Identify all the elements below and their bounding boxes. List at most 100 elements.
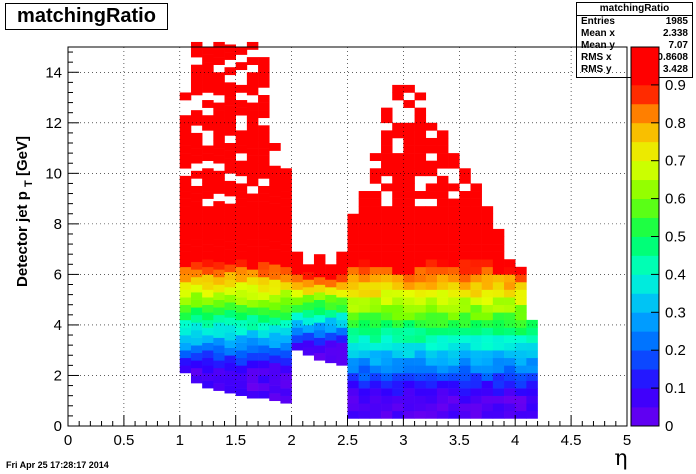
- heatmap-cell: [381, 221, 393, 230]
- heatmap-cell: [403, 228, 415, 237]
- heatmap-cell: [481, 350, 494, 359]
- heatmap-cell: [202, 304, 214, 313]
- heatmap-cell: [246, 307, 259, 316]
- heatmap-cell: [258, 201, 270, 210]
- heatmap-cell: [459, 175, 471, 184]
- heatmap-cell: [448, 236, 460, 245]
- heatmap-cell: [291, 312, 304, 321]
- heatmap-cell: [213, 72, 225, 81]
- heatmap-cell: [347, 221, 359, 230]
- heatmap-cell: [492, 274, 505, 283]
- heatmap-cell: [246, 57, 259, 65]
- stats-title: matchingRatio: [577, 3, 692, 16]
- heatmap-cell: [436, 335, 449, 343]
- heatmap-cell: [246, 79, 259, 88]
- heatmap-cell: [313, 299, 326, 308]
- heatmap-cell: [436, 297, 449, 306]
- heatmap-cell: [280, 251, 292, 260]
- heatmap-cell: [179, 228, 192, 237]
- heatmap-cell: [448, 342, 460, 351]
- stats-row-mean-x: Mean x 2.338: [577, 28, 692, 40]
- heatmap-cell: [492, 388, 505, 396]
- heatmap-cell: [302, 340, 315, 348]
- heatmap-cell: [414, 380, 427, 389]
- heatmap-cell: [481, 312, 494, 321]
- heatmap-cell: [526, 335, 538, 343]
- heatmap-cell: [425, 357, 438, 366]
- heatmap-cell: [280, 395, 292, 404]
- heatmap-cell: [235, 160, 248, 169]
- heatmap-cell: [481, 221, 494, 230]
- heatmap-cell: [369, 289, 382, 298]
- x-tick-label: 0.5: [113, 432, 134, 449]
- heatmap-cell: [246, 193, 259, 202]
- heatmap-cell: [414, 213, 427, 222]
- heatmap-cell: [347, 372, 359, 381]
- heatmap-cell: [492, 327, 505, 336]
- y-tick-label: 4: [54, 317, 62, 334]
- heatmap-cell: [291, 335, 304, 343]
- heatmap-cell: [269, 294, 281, 303]
- heatmap-cell: [526, 410, 538, 419]
- heatmap-cell: [179, 160, 192, 169]
- heatmap-cell: [258, 216, 270, 225]
- heatmap-cell: [213, 132, 225, 141]
- heatmap-cell: [302, 332, 315, 341]
- heatmap-cell: [190, 375, 203, 384]
- heatmap-cell: [190, 223, 203, 232]
- heatmap-cell: [414, 228, 427, 237]
- heatmap-cell: [414, 266, 427, 275]
- heatmap-cell: [481, 410, 494, 419]
- heatmap-cell: [392, 160, 404, 169]
- heatmap-cell: [190, 79, 203, 88]
- heatmap-cell: [179, 236, 192, 245]
- heatmap-cell: [224, 370, 236, 379]
- heatmap-cell: [470, 289, 482, 298]
- heatmap-cell: [381, 228, 393, 237]
- heatmap-cell: [436, 160, 449, 169]
- heatmap-cell: [246, 155, 259, 164]
- heatmap-cell: [291, 251, 304, 260]
- heatmap-cell: [224, 355, 236, 364]
- heatmap-cell: [224, 105, 236, 113]
- heatmap-cell: [269, 249, 281, 258]
- heatmap-cell: [213, 329, 225, 338]
- heatmap-cell: [515, 357, 527, 366]
- heatmap-cell: [213, 307, 225, 316]
- stats-value: 7.07: [668, 40, 688, 51]
- heatmap-cell: [246, 269, 259, 278]
- heatmap-cell: [492, 251, 505, 260]
- heatmap-cell: [280, 357, 292, 366]
- palette-tick-label: 0.5: [665, 229, 686, 246]
- heatmap-cell: [190, 322, 203, 331]
- heatmap-cell: [213, 110, 225, 119]
- heatmap-cell: [481, 342, 494, 351]
- x-tick-label: 1: [176, 432, 184, 449]
- heatmap-cell: [302, 264, 315, 273]
- heatmap-cell: [436, 206, 449, 215]
- heatmap-cell: [179, 137, 192, 146]
- palette-tick-label: 0.2: [665, 342, 686, 359]
- heatmap-cell: [235, 304, 248, 313]
- heatmap-cell: [347, 281, 359, 290]
- heatmap-cell: [459, 289, 471, 298]
- heatmap-cell: [403, 206, 415, 215]
- palette-swatch: [631, 388, 659, 408]
- heatmap-cell: [481, 251, 494, 260]
- heatmap-cell: [258, 132, 270, 141]
- heatmap-cell: [179, 335, 192, 343]
- heatmap-cell: [190, 276, 203, 285]
- heatmap-cell: [202, 281, 214, 290]
- heatmap-cell: [414, 319, 427, 328]
- heatmap-cell: [436, 228, 449, 237]
- heatmap-cell: [403, 335, 415, 343]
- heatmap-cell: [280, 259, 292, 268]
- heatmap-cell: [190, 140, 203, 149]
- heatmap-cell: [392, 380, 404, 389]
- heatmap-cell: [202, 47, 214, 55]
- heatmap-cell: [414, 137, 427, 146]
- heatmap-cell: [291, 274, 304, 283]
- heatmap-cell: [403, 372, 415, 381]
- heatmap-cell: [179, 92, 192, 101]
- heatmap-cell: [190, 193, 203, 202]
